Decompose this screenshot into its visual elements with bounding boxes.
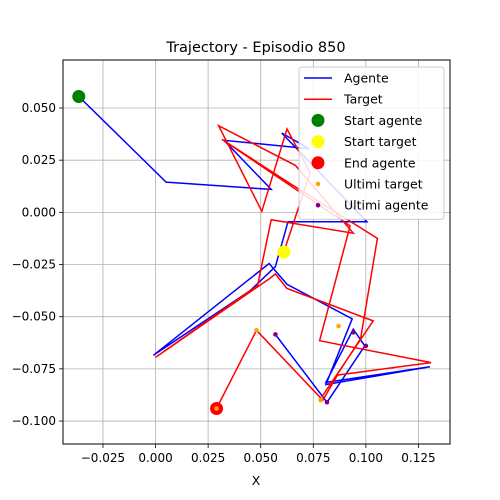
legend-label: Agente	[344, 71, 389, 86]
legend-item-start-target: Start target	[311, 134, 417, 149]
legend: Agente Target Start agente Start target End …	[298, 66, 445, 220]
x-tick-label: 0.025	[191, 451, 225, 465]
x-tick-label: 0.125	[401, 451, 435, 465]
point-ultimi-target	[318, 397, 323, 403]
point-ultimi-target	[214, 406, 219, 411]
legend-label: Start agente	[344, 113, 423, 128]
x-tick-label: 0.075	[296, 451, 330, 465]
legend-item-ultimi-agente: Ultimi agente	[315, 198, 429, 213]
legend-item-end-agente: End agente	[311, 155, 416, 170]
legend-swatch	[311, 156, 325, 170]
legend-item-start-agente: Start agente	[311, 113, 423, 128]
plot-area	[72, 90, 432, 416]
y-tick-label: 0.050	[22, 101, 56, 115]
y-tick-label: −0.100	[12, 414, 56, 428]
x-tick-label: 0.100	[349, 451, 383, 465]
x-tick-label: 0.050	[244, 451, 278, 465]
point-ultimi-agente	[363, 343, 369, 349]
point-ultimi-agente	[324, 399, 330, 405]
series-line-target	[155, 123, 432, 409]
marker-start-target	[277, 245, 291, 259]
legend-swatch	[311, 113, 325, 127]
y-tick-label: 0.000	[22, 205, 56, 219]
legend-swatch	[315, 202, 321, 208]
legend-swatch	[315, 181, 321, 187]
legend-box	[298, 66, 445, 220]
axes-frame	[62, 59, 451, 445]
x-axis-label: X	[252, 473, 261, 488]
legend-label: Target	[343, 92, 383, 107]
x-tick-label: 0.000	[138, 451, 172, 465]
x-tick-label: −0.025	[81, 451, 125, 465]
y-tick-label: −0.025	[12, 258, 56, 272]
point-ultimi-target	[336, 323, 341, 329]
legend-item-ultimi-target: Ultimi target	[315, 177, 423, 192]
y-tick-label: −0.075	[12, 362, 56, 376]
point-ultimi-agente	[273, 332, 278, 337]
legend-swatch	[311, 135, 325, 149]
y-tick-label: −0.050	[12, 310, 56, 324]
legend-label: Start target	[344, 134, 417, 149]
chart-title: Trajectory - Episodio 850	[165, 40, 345, 56]
legend-item-agente: Agente	[304, 71, 389, 86]
legend-label: Ultimi agente	[344, 198, 429, 213]
marker-start-agente	[72, 90, 86, 104]
legend-item-target: Target	[304, 92, 383, 107]
point-ultimi-agente	[350, 330, 356, 335]
legend-label: Ultimi target	[344, 177, 423, 192]
point-ultimi-target	[254, 327, 259, 333]
legend-label: End agente	[344, 155, 416, 170]
ticks: −0.025 0.000 0.025 0.050 0.075 0.100 0.125 0.05…	[12, 101, 436, 465]
y-tick-label: 0.025	[22, 153, 56, 167]
